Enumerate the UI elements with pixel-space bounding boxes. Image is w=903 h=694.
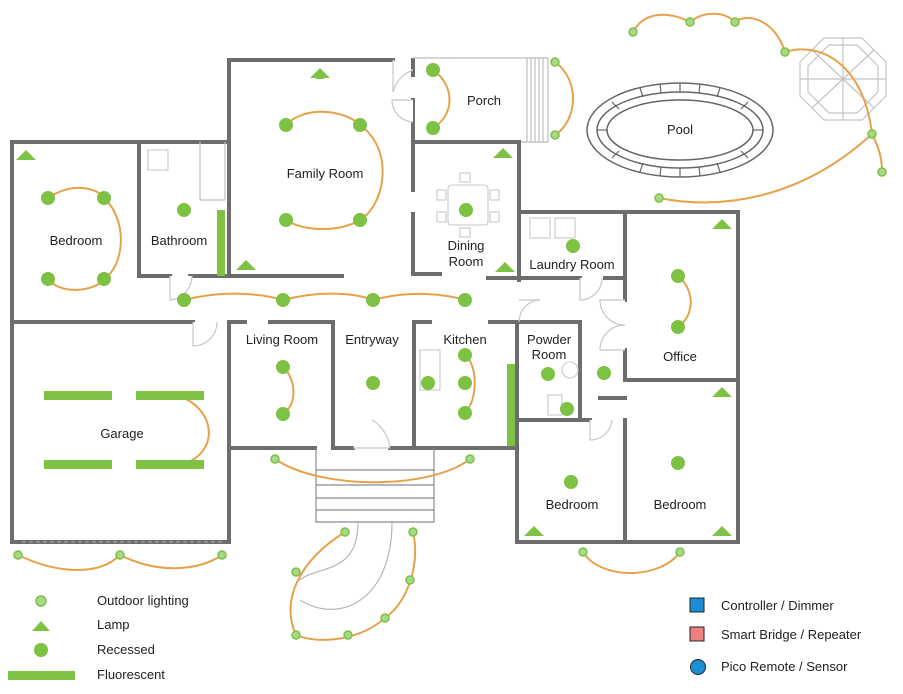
smart-bridge-icon — [689, 626, 705, 642]
porch-label: Porch — [467, 93, 501, 108]
garage-label: Garage — [100, 426, 143, 441]
front-steps — [299, 448, 435, 610]
legend-outdoor-lighting: Outdoor lighting — [97, 593, 189, 608]
family-room-label: Family Room — [287, 166, 364, 181]
fluorescent-light-icon — [8, 671, 75, 680]
dining-room-label-1: Dining — [448, 238, 485, 253]
controller-dimmer-icon — [689, 597, 705, 613]
living-room-label: Living Room — [246, 332, 318, 347]
laundry-room-label: Laundry Room — [529, 257, 614, 272]
outdoor-light-icon — [35, 595, 47, 607]
bedroom-mid-label: Bedroom — [546, 497, 599, 512]
legend-lamp: Lamp — [97, 617, 130, 632]
legend-smart-bridge: Smart Bridge / Repeater — [721, 627, 862, 642]
legend-recessed: Recessed — [97, 642, 155, 657]
powder-room-label-2: Room — [532, 347, 567, 362]
walls — [10, 57, 740, 544]
powder-room-label-1: Powder — [527, 332, 572, 347]
entryway-label: Entryway — [345, 332, 399, 347]
legend-left: Outdoor lighting Lamp Recessed Fluoresce… — [8, 593, 189, 682]
recessed-light-icon — [34, 643, 48, 657]
bedroom-left-label: Bedroom — [50, 233, 103, 248]
room-labels: Porch Family Room Bedroom Bathroom Dinin… — [50, 93, 707, 512]
lamp-icon — [32, 621, 50, 631]
fluorescent-lights — [44, 210, 515, 469]
legend-controller-dimmer: Controller / Dimmer — [721, 598, 834, 613]
recessed-lights — [41, 63, 685, 489]
pool-area: Pool — [586, 82, 774, 178]
gazebo — [799, 37, 887, 121]
legend-right: Controller / Dimmer Smart Bridge / Repea… — [689, 597, 862, 675]
pico-remote-icon — [690, 659, 706, 675]
legend-fluorescent: Fluorescent — [97, 667, 165, 682]
office-label: Office — [663, 349, 697, 364]
dining-room-label-2: Room — [449, 254, 484, 269]
lamps — [16, 68, 732, 536]
doors — [169, 60, 626, 449]
bathroom-label: Bathroom — [151, 233, 207, 248]
kitchen-label: Kitchen — [443, 332, 486, 347]
wiring — [17, 12, 883, 641]
legend-pico-remote: Pico Remote / Sensor — [721, 659, 848, 674]
outdoor-lights — [13, 17, 887, 640]
bedroom-right-label: Bedroom — [654, 497, 707, 512]
pool-label: Pool — [667, 122, 693, 137]
